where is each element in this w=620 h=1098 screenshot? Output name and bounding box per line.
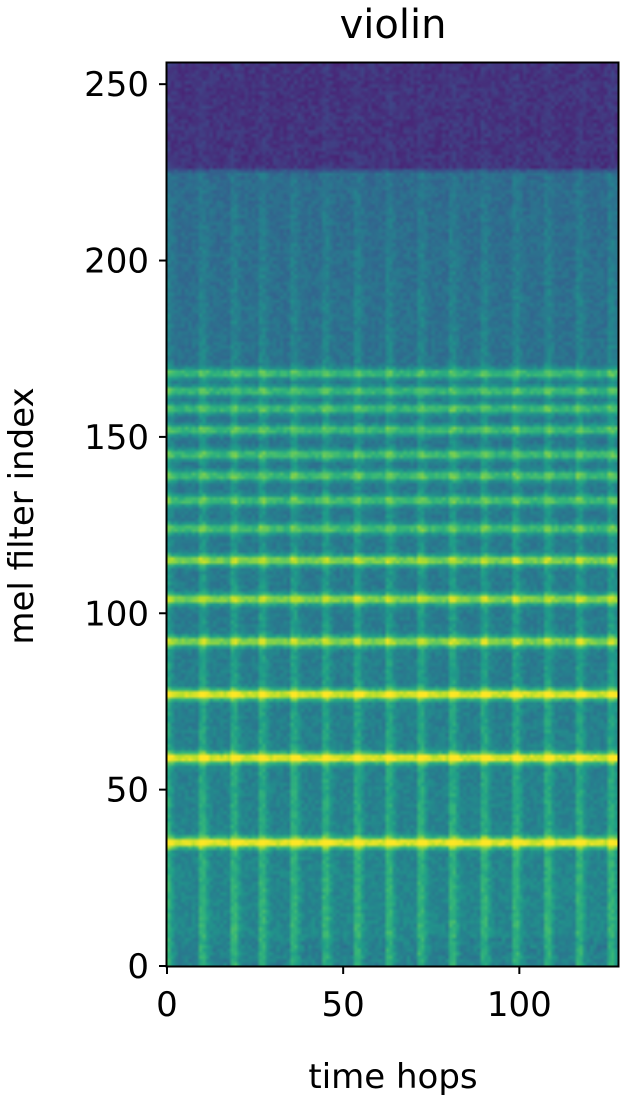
y-tick-label: 50 — [106, 771, 149, 811]
y-tick-label: 200 — [84, 242, 149, 282]
x-axis-ticks: 0 50 100 — [156, 966, 552, 1025]
x-axis-label: time hops — [308, 1057, 477, 1097]
y-tick-label: 150 — [84, 418, 149, 458]
y-axis-ticks: 0 50 100 150 200 250 — [84, 65, 167, 987]
x-tick-label: 100 — [487, 985, 552, 1025]
spectrogram-image — [167, 63, 618, 966]
plot-frame — [165, 61, 620, 968]
y-tick-label: 100 — [84, 594, 149, 634]
x-tick-label: 0 — [156, 985, 178, 1025]
y-tick-label: 250 — [84, 65, 149, 105]
x-tick-label: 50 — [322, 985, 365, 1025]
y-axis-label: mel filter index — [2, 387, 42, 644]
y-tick-label: 0 — [127, 947, 149, 987]
chart-title: violin — [340, 2, 447, 48]
heatmap-plot-area — [167, 63, 618, 966]
